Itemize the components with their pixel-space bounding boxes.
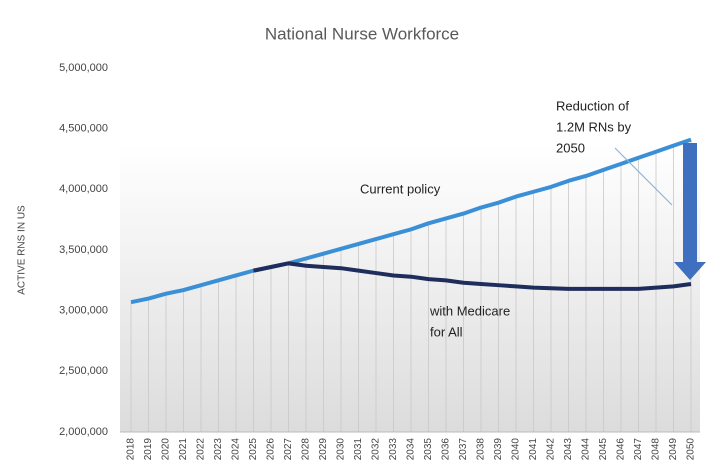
annotation: with Medicare — [429, 303, 510, 318]
x-tick-label: 2037 — [458, 438, 469, 461]
x-tick-label: 2049 — [668, 438, 679, 461]
y-tick-label: 5,000,000 — [59, 62, 108, 74]
x-tick-label: 2018 — [126, 438, 137, 461]
x-tick-label: 2046 — [616, 438, 627, 461]
annotation: Current policy — [360, 181, 441, 196]
y-tick-label: 2,500,000 — [59, 365, 108, 377]
annotation: Reduction of — [556, 98, 629, 113]
series-line — [130, 137, 692, 305]
x-tick-label: 2020 — [161, 438, 172, 461]
y-tick-label: 3,000,000 — [59, 305, 108, 317]
annotation-leader — [614, 147, 673, 206]
x-tick-label: 2023 — [213, 438, 224, 461]
x-tick-label: 2045 — [598, 438, 609, 461]
annotation: 2050 — [556, 140, 585, 155]
y-tick-label: 4,000,000 — [59, 183, 108, 195]
y-tick-label: 3,500,000 — [59, 244, 108, 256]
x-tick-label: 2043 — [563, 438, 574, 461]
x-tick-label: 2030 — [336, 438, 347, 461]
x-tick-label: 2024 — [231, 438, 242, 461]
annotation: for All — [430, 324, 463, 339]
x-tick-label: 2021 — [178, 438, 189, 461]
x-tick-label: 2041 — [528, 438, 539, 461]
reduction-arrow — [674, 143, 706, 280]
y-tick-label: 2,000,000 — [59, 426, 108, 438]
y-tick-label: 4,500,000 — [59, 123, 108, 135]
chart-title: National Nurse Workforce — [265, 24, 459, 43]
x-tick-label: 2034 — [406, 438, 417, 461]
x-tick-label: 2022 — [196, 438, 207, 461]
series-line — [253, 261, 692, 291]
x-tick-label: 2047 — [633, 438, 644, 461]
y-axis-label: ACTIVE RNS IN US — [17, 205, 28, 295]
x-tick-label: 2048 — [651, 438, 662, 461]
x-tick-label: 2026 — [266, 438, 277, 461]
x-tick-label: 2042 — [546, 438, 557, 461]
x-tick-label: 2044 — [581, 438, 592, 461]
x-tick-label: 2038 — [476, 438, 487, 461]
annotation: 1.2M RNs by — [556, 119, 632, 134]
x-tick-label: 2036 — [441, 438, 452, 461]
x-tick-label: 2039 — [493, 438, 504, 461]
x-tick-label: 2019 — [143, 438, 154, 461]
x-tick-label: 2040 — [511, 438, 522, 461]
x-tick-label: 2035 — [423, 438, 434, 461]
x-tick-label: 2050 — [686, 438, 697, 461]
x-tick-label: 2033 — [388, 438, 399, 461]
x-tick-label: 2032 — [371, 438, 382, 461]
x-tick-label: 2027 — [283, 438, 294, 461]
x-tick-label: 2029 — [318, 438, 329, 461]
x-tick-label: 2028 — [301, 438, 312, 461]
x-tick-label: 2025 — [248, 438, 259, 461]
x-tick-label: 2031 — [353, 438, 364, 461]
